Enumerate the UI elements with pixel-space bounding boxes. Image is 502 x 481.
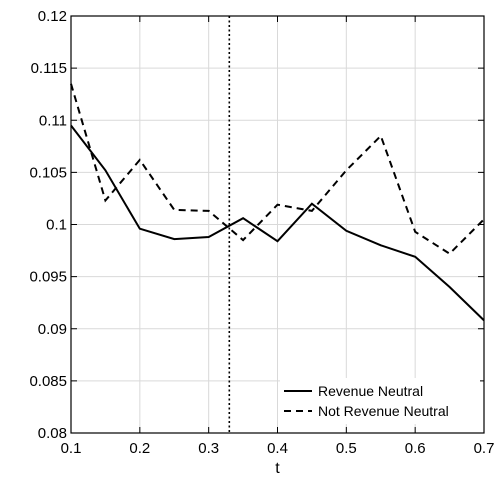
y-tick-label: 0.095	[29, 269, 67, 286]
x-tick-labels: 0.1 0.2 0.3 0.4 0.5 0.6 0.7	[61, 440, 495, 457]
x-tick-label: 0.7	[474, 440, 495, 457]
y-tick-label: 0.1	[46, 217, 67, 234]
y-tick-label: 0.09	[38, 321, 67, 338]
x-tick-label: 0.3	[198, 440, 219, 457]
x-tick-label: 0.6	[405, 440, 426, 457]
y-tick-label: 0.11	[39, 112, 67, 129]
grid	[70, 15, 485, 434]
y-tick-label: 0.105	[29, 164, 67, 181]
y-tick-labels: 0.08 0.085 0.09 0.095 0.1 0.105 0.11 0.115 0.12	[29, 8, 67, 442]
series-group	[70, 83, 485, 322]
legend-label: Not Revenue Neutral	[318, 403, 449, 419]
x-axis-label: t	[275, 460, 280, 477]
x-tick-label: 0.1	[61, 440, 82, 457]
series-line-revenue-neutral	[70, 124, 485, 322]
x-tick-label: 0.5	[336, 440, 357, 457]
y-tick-label: 0.08	[38, 425, 67, 442]
y-tick-label: 0.12	[38, 8, 67, 25]
tick-marks	[70, 15, 485, 434]
x-tick-label: 0.4	[267, 440, 288, 457]
y-tick-label: 0.115	[31, 60, 67, 77]
series-line-not-revenue-neutral	[70, 83, 485, 255]
legend: Revenue Neutral Not Revenue Neutral	[280, 378, 480, 424]
y-tick-label: 0.085	[29, 373, 67, 390]
legend-box	[280, 378, 480, 424]
x-tick-label: 0.2	[129, 440, 150, 457]
legend-label: Revenue Neutral	[318, 383, 423, 399]
